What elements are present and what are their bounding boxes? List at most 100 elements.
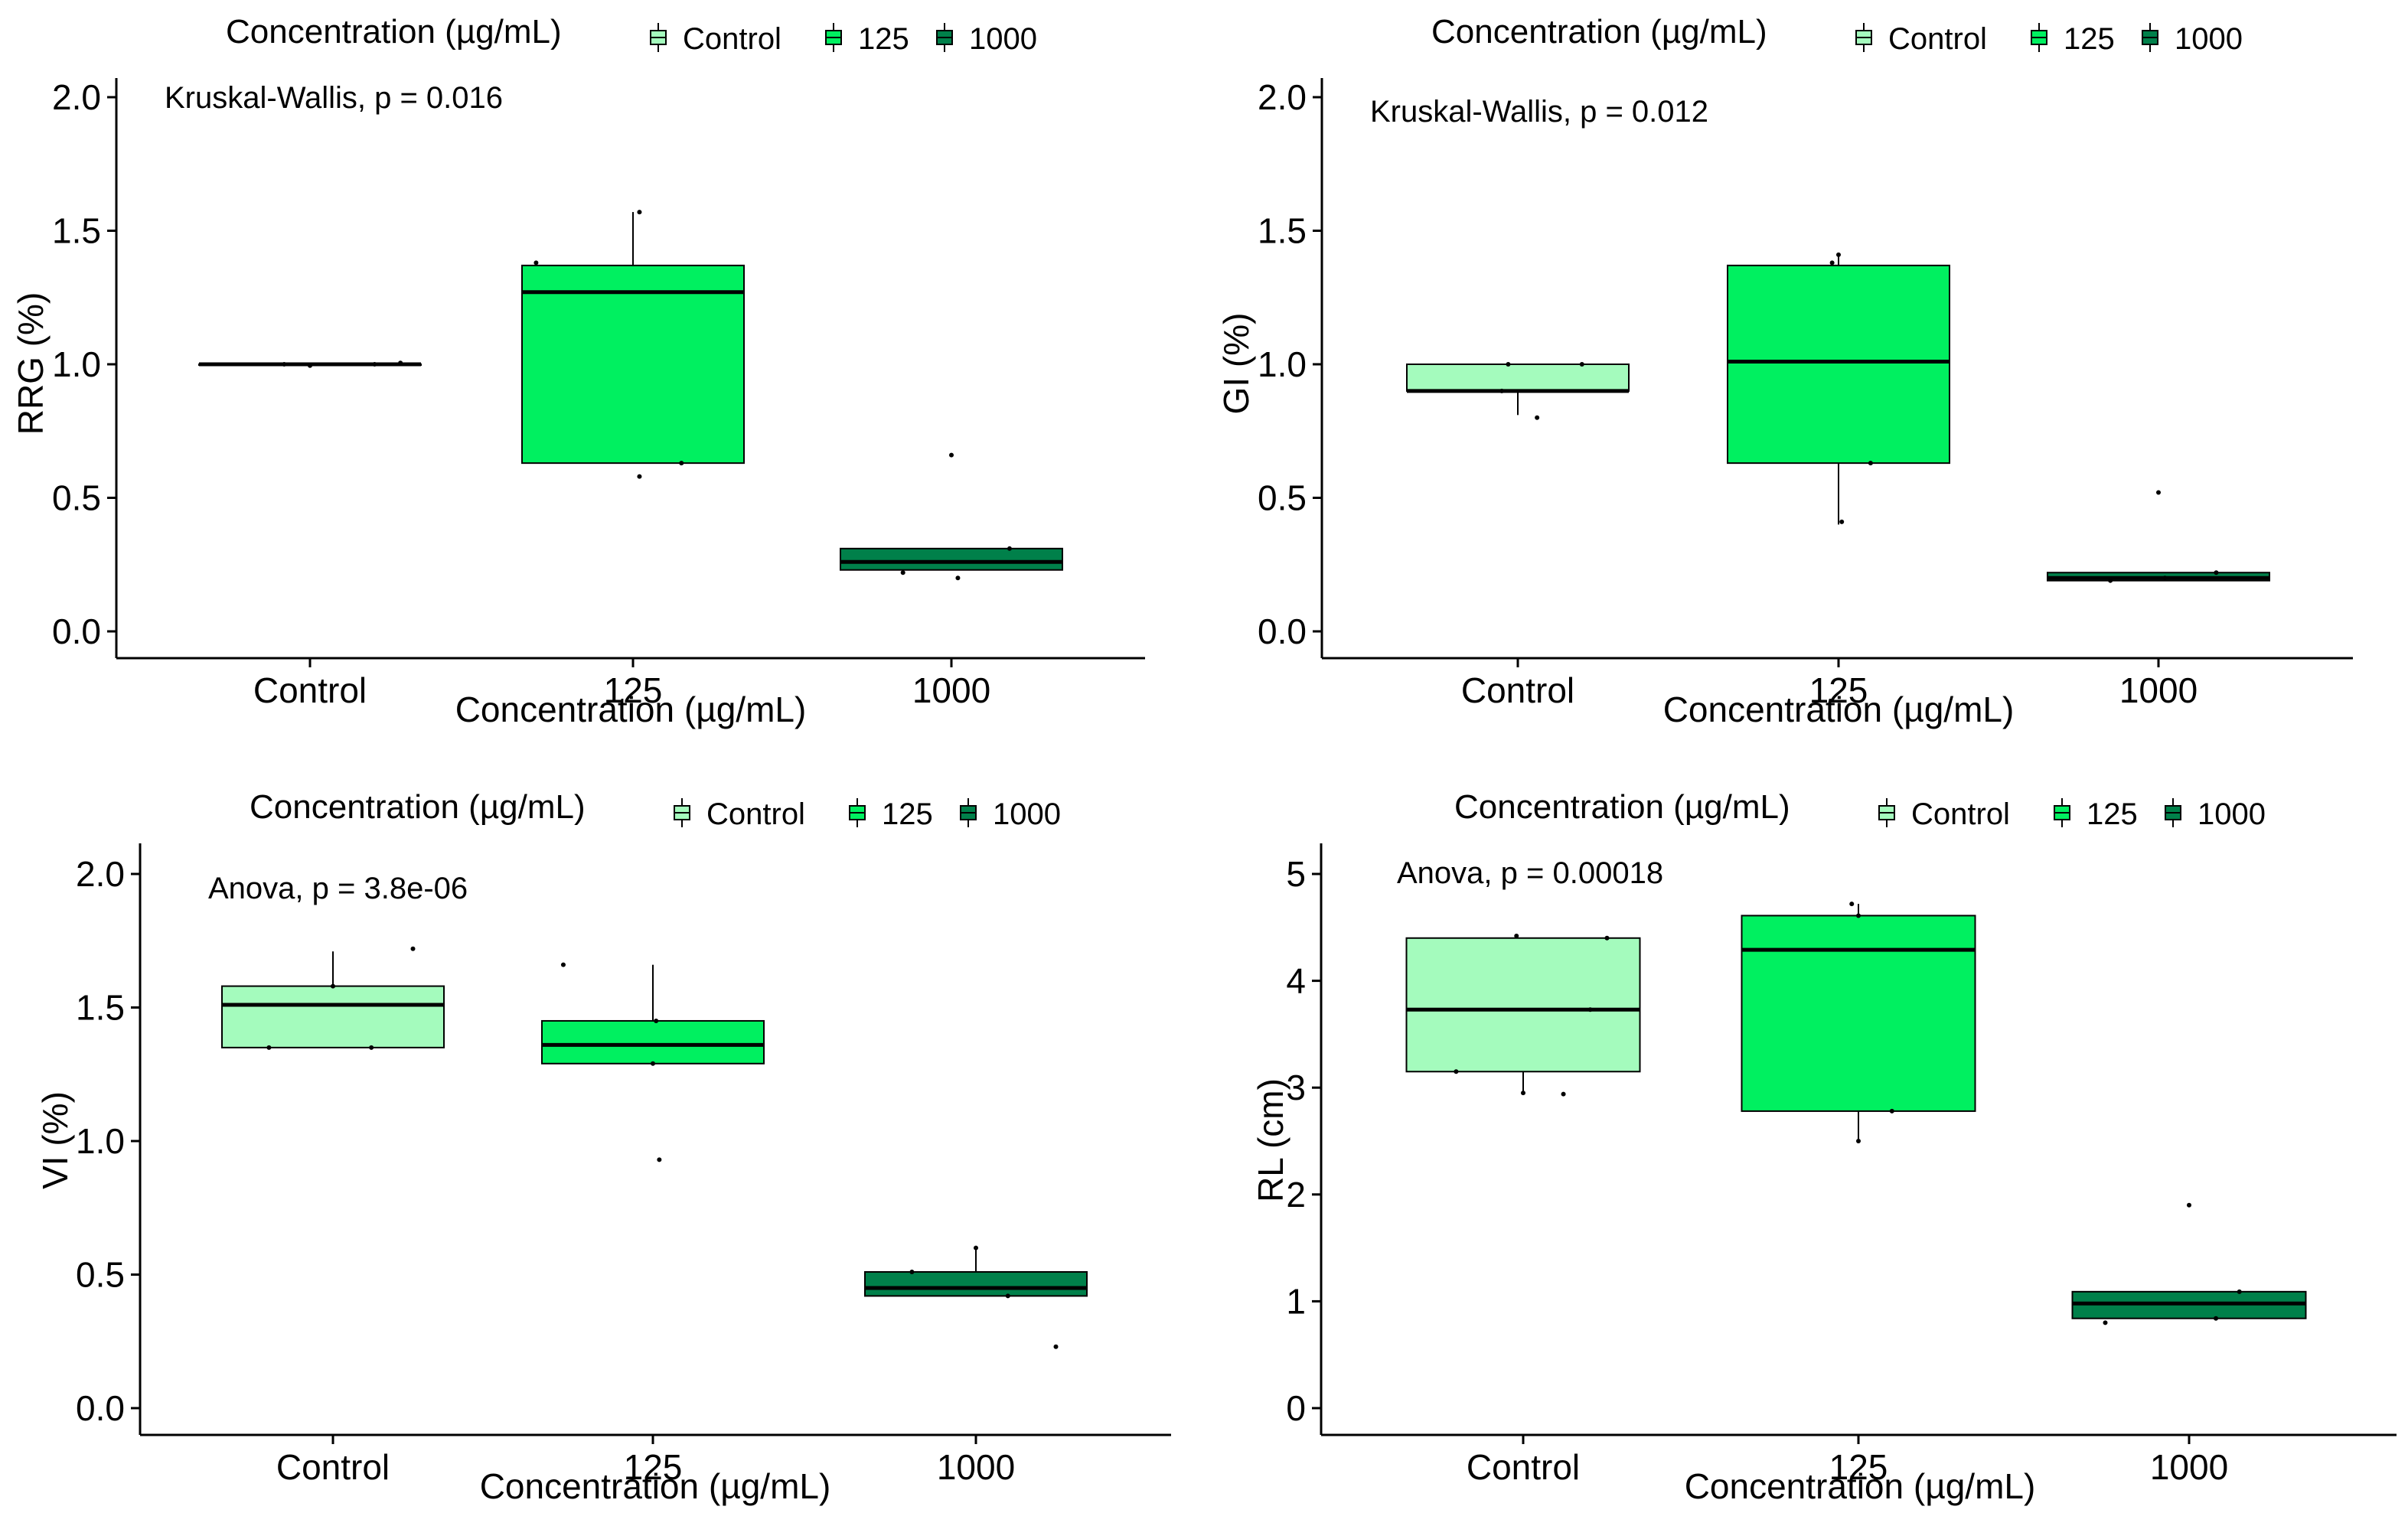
data-point	[1839, 519, 1845, 524]
box-iqr	[221, 985, 445, 1048]
legend-label-125: 125	[882, 797, 933, 831]
legend-label-1000: 1000	[993, 797, 1061, 831]
data-point	[679, 461, 684, 466]
legend-key-1000	[2165, 798, 2181, 827]
y-tick-label: 2.0	[76, 854, 125, 894]
x-tick-label: 125	[604, 670, 663, 710]
legend-key-125	[825, 23, 842, 52]
x-tick-label: Control	[253, 670, 367, 710]
legend-key-125	[2031, 23, 2047, 52]
box-iqr	[1406, 364, 1630, 392]
y-tick-label: 4	[1286, 961, 1306, 1001]
legend-key-control	[650, 23, 667, 52]
y-tick-label: 0.0	[76, 1388, 125, 1428]
data-point	[1007, 546, 1012, 551]
legend-label-125: 125	[2064, 22, 2115, 56]
data-point	[949, 452, 954, 458]
data-point	[1579, 362, 1584, 367]
data-point	[974, 1245, 978, 1250]
box-125	[1741, 902, 1976, 1143]
data-point	[1836, 252, 1841, 257]
legend: Concentration (µg/mL) Control 125 1000	[250, 788, 1061, 831]
x-tick-label: 1000	[2150, 1447, 2228, 1487]
data-point	[2156, 490, 2161, 495]
y-axis-title: VI (%)	[35, 1091, 75, 1189]
x-tick-label: 1000	[912, 670, 990, 710]
data-point	[1535, 415, 1540, 420]
y-tick-label: 2.0	[52, 77, 101, 117]
x-axis-title: Concentration (µg/mL)	[480, 1466, 831, 1506]
data-point	[1454, 1069, 1459, 1074]
x-axis-title: Concentration (µg/mL)	[1685, 1466, 2036, 1506]
legend: Concentration (µg/mL) Control 125 1000	[1431, 13, 2243, 56]
data-point	[1506, 362, 1511, 367]
data-point	[2187, 1202, 2191, 1208]
legend-label-control: Control	[1911, 797, 2010, 831]
panel-vi: Concentration (µg/mL) Control 125 1000 0.0 0.…	[35, 788, 1171, 1506]
data-point	[2214, 570, 2219, 575]
data-point	[1604, 935, 1610, 941]
data-point	[1005, 1293, 1010, 1299]
data-point	[1587, 1007, 1593, 1012]
data-point	[2103, 1320, 2108, 1325]
x-axis-title: Concentration (µg/mL)	[1663, 690, 2015, 729]
box-1000	[840, 452, 1063, 581]
data-point	[369, 1045, 374, 1050]
stat-annotation: Anova, p = 0.00018	[1397, 856, 1663, 890]
data-point	[282, 362, 287, 367]
y-tick-label: 2	[1286, 1175, 1306, 1215]
box-iqr	[1727, 264, 1950, 465]
panel-rrg: Concentration (µg/mL) Control 125 1000 0.0 0.…	[11, 13, 1145, 729]
data-point	[1856, 1139, 1861, 1143]
legend: Concentration (µg/mL) Control 125 1000	[1454, 788, 2266, 831]
box-iqr	[1741, 915, 1976, 1112]
y-tick-label: 1.0	[52, 344, 101, 384]
legend-key-125	[849, 798, 866, 827]
data-point	[266, 1045, 272, 1050]
data-point	[657, 1157, 662, 1162]
y-tick-label: 0	[1286, 1388, 1306, 1428]
box-iqr	[1405, 937, 1641, 1073]
box-1000	[864, 1245, 1088, 1349]
x-tick-label: Control	[1461, 670, 1574, 710]
box-iqr	[521, 264, 745, 465]
data-point	[955, 575, 961, 581]
data-point	[1053, 1344, 1059, 1349]
data-point	[1829, 260, 1835, 266]
data-point	[2108, 578, 2113, 583]
data-point	[398, 360, 403, 366]
data-point	[1849, 902, 1855, 907]
panel-rl: Concentration (µg/mL) Control 125 1000 0 1 2 3 4…	[1251, 788, 2397, 1506]
box-iqr	[840, 547, 1063, 571]
box-1000	[2071, 1202, 2307, 1325]
box-control	[1406, 362, 1630, 420]
y-tick-label: 1.5	[76, 988, 125, 1028]
data-point	[1856, 913, 1861, 918]
x-tick-label: 125	[624, 1447, 683, 1487]
y-tick-label: 0.5	[1258, 478, 1307, 518]
y-tick-label: 1.5	[52, 211, 101, 251]
y-tick-label: 1.0	[1258, 344, 1307, 384]
y-tick-label: 1	[1286, 1281, 1306, 1321]
legend-title: Concentration (µg/mL)	[226, 13, 562, 51]
box-1000	[2047, 490, 2270, 583]
x-tick-label: Control	[1467, 1447, 1580, 1487]
data-point	[1499, 388, 1505, 393]
stat-annotation: Kruskal-Wallis, p = 0.016	[165, 81, 503, 115]
box-125	[521, 210, 745, 479]
data-point	[331, 983, 335, 989]
legend-title: Concentration (µg/mL)	[250, 788, 586, 826]
data-point	[1514, 933, 1519, 938]
box-control	[221, 946, 445, 1050]
box-iqr	[864, 1271, 1088, 1297]
y-tick-label: 0.0	[52, 611, 101, 651]
y-tick-label: 0.0	[1258, 611, 1307, 651]
y-tick-label: 3	[1286, 1068, 1306, 1107]
legend-label-1000: 1000	[969, 22, 1037, 56]
y-tick-label: 2.0	[1258, 77, 1307, 117]
y-axis-title: RL (cm)	[1251, 1078, 1290, 1202]
x-tick-label: 125	[1829, 1447, 1888, 1487]
legend-label-125: 125	[858, 22, 909, 56]
data-point	[654, 1018, 659, 1023]
